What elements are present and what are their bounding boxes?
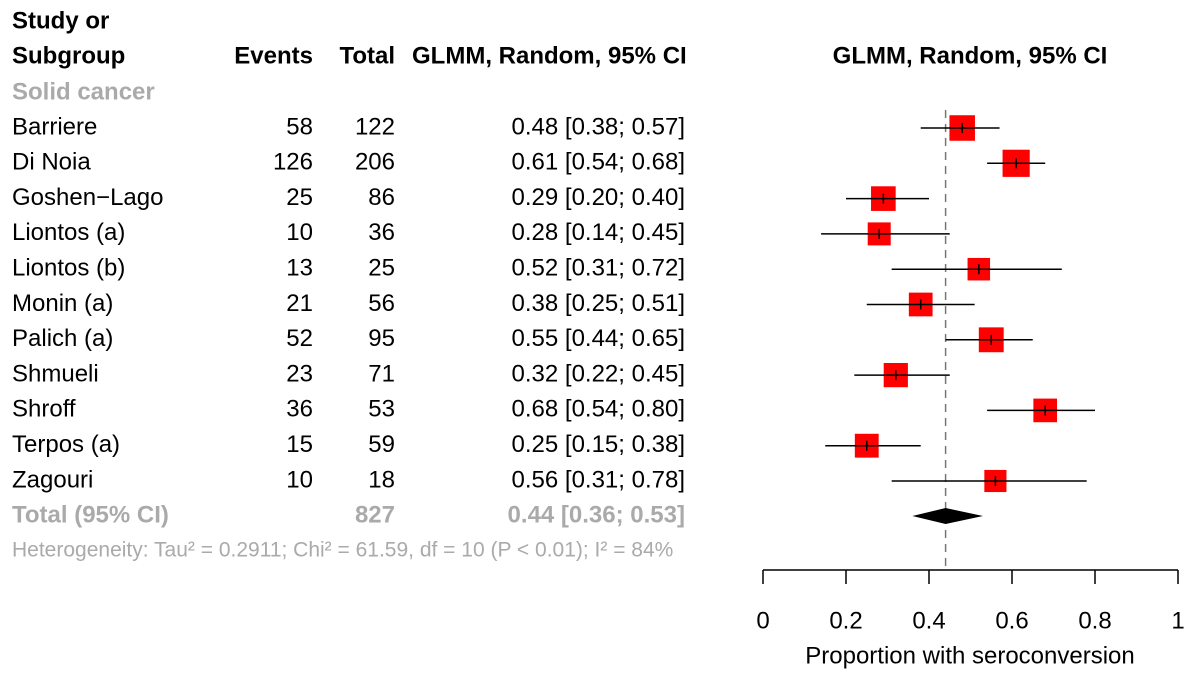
events: 23 bbox=[286, 360, 313, 387]
events: 25 bbox=[286, 184, 313, 211]
total: 86 bbox=[368, 184, 395, 211]
study-label: Liontos (b) bbox=[12, 255, 125, 282]
ci-label: 0.32 [0.22; 0.45] bbox=[512, 360, 685, 387]
total: 53 bbox=[368, 396, 395, 423]
total: 25 bbox=[368, 255, 395, 282]
events: 52 bbox=[286, 325, 313, 352]
study-label: Monin (a) bbox=[12, 290, 113, 317]
events: 10 bbox=[286, 466, 313, 493]
study-label: Palich (a) bbox=[12, 325, 113, 352]
header-ci: GLMM, Random, 95% CI bbox=[412, 42, 687, 69]
pooled-diamond bbox=[912, 508, 983, 524]
header-study: Study or bbox=[12, 7, 109, 34]
events: 13 bbox=[286, 255, 313, 282]
study-label: Zagouri bbox=[12, 466, 93, 493]
study-label: Shroff bbox=[12, 396, 76, 423]
header-plot: GLMM, Random, 95% CI bbox=[833, 42, 1108, 69]
ci-label: 0.56 [0.31; 0.78] bbox=[512, 466, 685, 493]
ci-label: 0.61 [0.54; 0.68] bbox=[512, 149, 685, 176]
ci-label: 0.28 [0.14; 0.45] bbox=[512, 219, 685, 246]
header-events: Events bbox=[234, 42, 313, 69]
x-tick-label: 0.6 bbox=[995, 607, 1028, 634]
x-tick-label: 0.4 bbox=[912, 607, 945, 634]
ci-label: 0.25 [0.15; 0.38] bbox=[512, 431, 685, 458]
events: 10 bbox=[286, 219, 313, 246]
total: 59 bbox=[368, 431, 395, 458]
ci-label: 0.48 [0.38; 0.57] bbox=[512, 113, 685, 140]
study-label: Goshen−Lago bbox=[12, 184, 163, 211]
events: 36 bbox=[286, 396, 313, 423]
total-n: 827 bbox=[355, 501, 395, 528]
ci-label: 0.68 [0.54; 0.80] bbox=[512, 396, 685, 423]
x-axis-label: Proportion with seroconversion bbox=[805, 642, 1135, 669]
ci-label: 0.55 [0.44; 0.65] bbox=[512, 325, 685, 352]
total: 36 bbox=[368, 219, 395, 246]
ci-label: 0.52 [0.31; 0.72] bbox=[512, 255, 685, 282]
x-tick-label: 0.8 bbox=[1078, 607, 1111, 634]
ci-label: 0.38 [0.25; 0.51] bbox=[512, 290, 685, 317]
study-label: Shmueli bbox=[12, 360, 99, 387]
study-label: Terpos (a) bbox=[12, 431, 120, 458]
study-label: Barriere bbox=[12, 113, 97, 140]
total: 122 bbox=[355, 113, 395, 140]
total: 95 bbox=[368, 325, 395, 352]
events: 15 bbox=[286, 431, 313, 458]
ci-label: 0.29 [0.20; 0.40] bbox=[512, 184, 685, 211]
study-label: Di Noia bbox=[12, 149, 91, 176]
x-tick-label: 1 bbox=[1171, 607, 1184, 634]
x-tick-label: 0 bbox=[756, 607, 769, 634]
total-ci: 0.44 [0.36; 0.53] bbox=[508, 501, 685, 528]
events: 21 bbox=[286, 290, 313, 317]
total: 56 bbox=[368, 290, 395, 317]
x-tick-label: 0.2 bbox=[829, 607, 862, 634]
events: 126 bbox=[273, 149, 313, 176]
total: 71 bbox=[368, 360, 395, 387]
header-study: Subgroup bbox=[12, 42, 125, 69]
total-label: Total (95% CI) bbox=[12, 501, 169, 528]
total: 18 bbox=[368, 466, 395, 493]
heterogeneity: Heterogeneity: Tau² = 0.2911; Chi² = 61.… bbox=[12, 539, 673, 562]
study-label: Liontos (a) bbox=[12, 219, 125, 246]
subgroup-label: Solid cancer bbox=[12, 78, 155, 105]
events: 58 bbox=[286, 113, 313, 140]
total: 206 bbox=[355, 149, 395, 176]
header-total: Total bbox=[339, 42, 395, 69]
